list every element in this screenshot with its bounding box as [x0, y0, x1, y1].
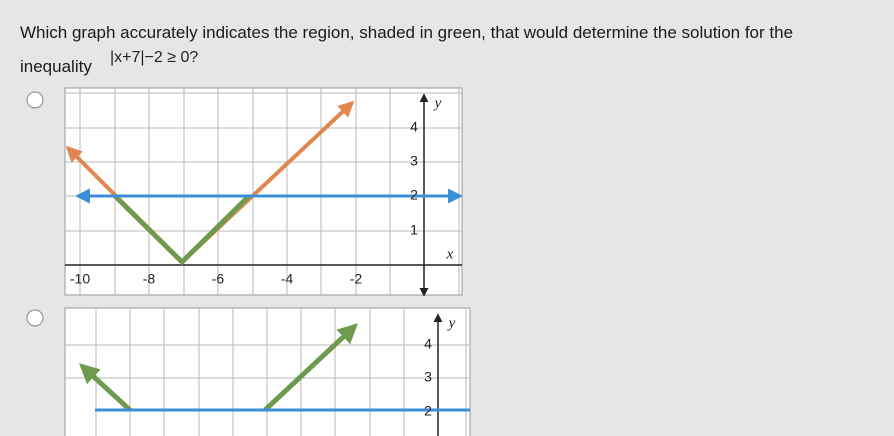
x-axis-label: x [446, 246, 454, 262]
shaded-region [79, 363, 132, 412]
y-axis-label: y [447, 315, 456, 331]
grid [65, 308, 470, 436]
question-line: Which graph accurately indicates the reg… [20, 23, 793, 42]
x-tick-label: -6 [212, 271, 225, 287]
y-tick-label: 2 [410, 187, 418, 203]
question-line: inequality [20, 57, 92, 76]
x-tick-label: -8 [143, 271, 156, 287]
shaded-region [263, 323, 358, 412]
shaded-region [113, 194, 251, 266]
graph: y 4 3 2 [64, 307, 471, 436]
y-tick-label: 4 [424, 336, 432, 352]
inequality: |x+7|−2 ≥ 0? [110, 49, 198, 66]
y-axis-label: y [433, 95, 442, 111]
x-tick-label: -10 [70, 271, 90, 287]
y-tick-label: 3 [410, 153, 418, 169]
y-tick-label: 2 [424, 403, 432, 419]
x-tick-label: -2 [350, 271, 363, 287]
x-tick-label: -4 [281, 271, 294, 287]
radio-button[interactable] [26, 91, 44, 109]
graph-frame [64, 87, 463, 296]
y-tick-label: 3 [424, 369, 432, 385]
radio-button[interactable] [26, 309, 44, 327]
y-tick-label: 4 [410, 119, 418, 135]
graph: y x 4 3 2 1 -10 -8 -6 -4 -2 [64, 87, 463, 297]
y-tick-label: 1 [410, 222, 418, 238]
